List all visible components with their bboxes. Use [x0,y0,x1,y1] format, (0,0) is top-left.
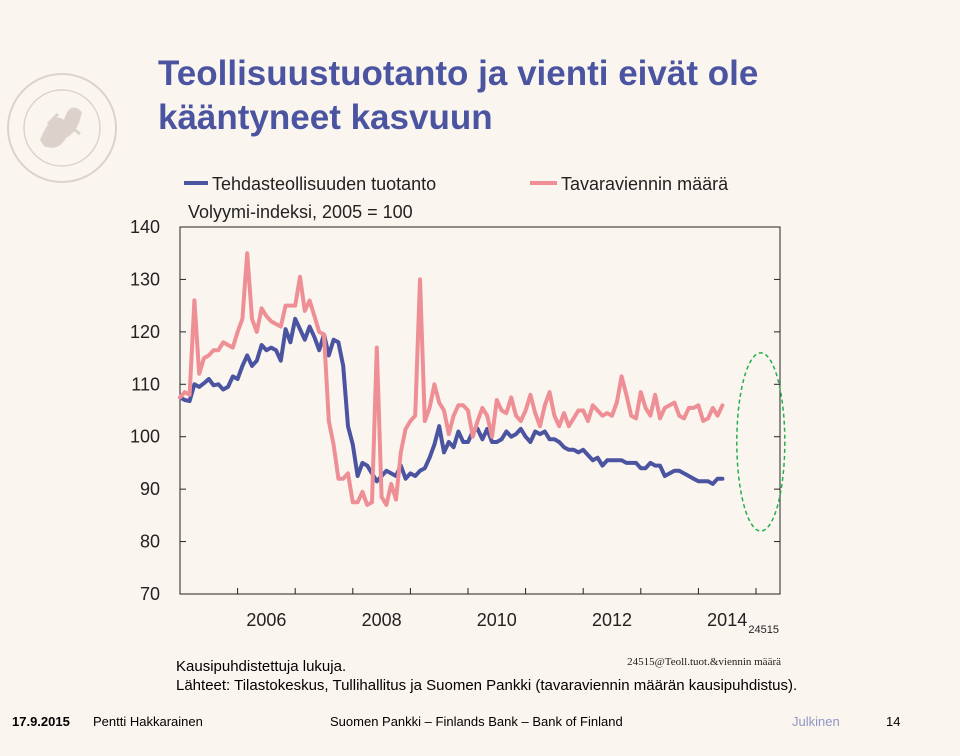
chart-subtitle: Volyymi-indeksi, 2005 = 100 [188,202,413,222]
sources-note: Lähteet: Tilastokeskus, Tullihallitus ja… [176,677,798,694]
footer-organization: Suomen Pankki – Finlands Bank – Bank of … [330,714,623,729]
line-chart: 70 80 90 100 110 120 130 140 2006 2008 2010 2012 201… [130,174,786,668]
x-tick-label: 2010 [477,610,517,630]
y-tick-label: 120 [130,322,160,342]
series-line-1 [178,251,725,507]
x-tick-label: 2014 [707,610,747,630]
y-tick-label: 80 [140,532,160,552]
highlight-ellipse [736,352,786,532]
y-tick-label: 130 [130,269,160,289]
bank-logo-icon [7,73,117,183]
plot-frame [179,226,781,595]
y-tick-label: 90 [140,479,160,499]
x-tick-label: 2012 [592,610,632,630]
footer-author: Pentti Hakkarainen [93,714,203,729]
footer: 17.9.2015 Pentti Hakkarainen Suomen Pank… [0,706,960,736]
x-tick-label: 2008 [362,610,402,630]
y-tick-label: 70 [140,584,160,604]
seasonal-note: Kausipuhdistettuja lukuja. [176,658,347,675]
legend-label-exports: Tavaraviennin määrä [561,174,729,194]
footer-classification: Julkinen [792,714,840,729]
y-tick-label: 100 [130,427,160,447]
series-line-0 [178,316,725,486]
chart-code-ref: 24515@Teoll.tuot.&viennin määrä [627,656,781,668]
slide-title: Teollisuustuotanto ja vienti eivät ole k… [158,54,759,137]
footer-date: 17.9.2015 [12,714,70,729]
y-tick-label: 140 [130,217,160,237]
legend-label-production: Tehdasteollisuuden tuotanto [212,174,436,194]
y-tick-label: 110 [131,374,160,394]
footer-page-number: 14 [886,714,901,729]
x-tick-label: 2006 [246,610,286,630]
chart-code-label: 24515 [748,624,779,636]
